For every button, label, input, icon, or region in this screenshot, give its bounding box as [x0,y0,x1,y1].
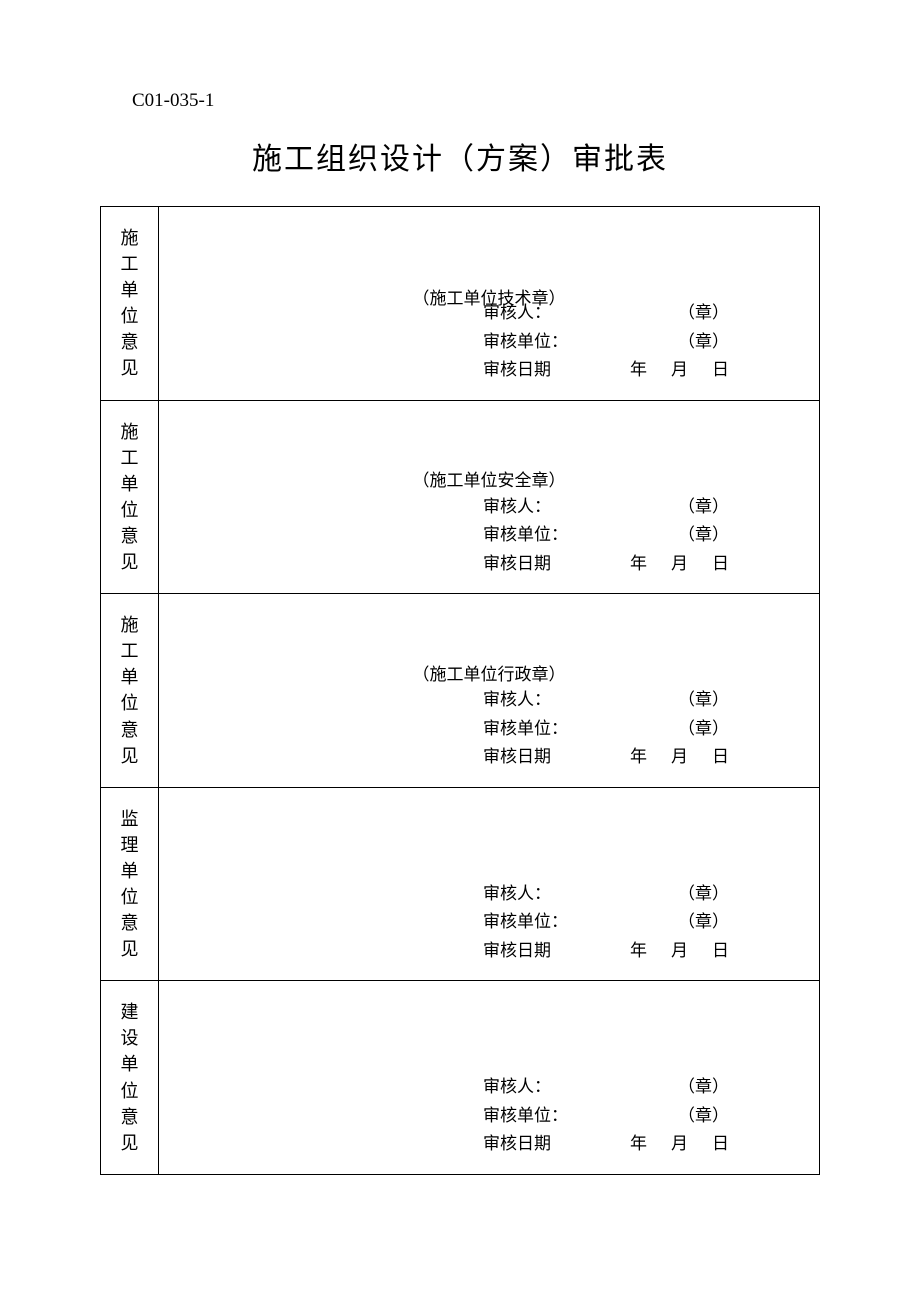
unit-row: 审核单位： （章） [189,1103,789,1129]
day-unit: 日 [712,938,729,964]
date-units: 年月日 [606,938,729,964]
reviewer-seal: （章） [678,1074,729,1100]
day-unit: 日 [712,551,729,577]
date-units: 年月日 [606,357,729,383]
date-row: 审核日期 年月日 [189,1131,789,1157]
year-unit: 年 [630,357,647,383]
table-row: 监理单位意见 审核人： （章） 审核单位： （章） 审核日期 年月日 [101,787,820,981]
day-unit: 日 [712,744,729,770]
unit-seal: （章） [678,1103,729,1129]
reviewer-label: 审核人： [483,881,551,907]
month-unit: 月 [671,938,688,964]
day-unit: 日 [712,357,729,383]
reviewer-label: 审核人： [483,300,551,326]
document-title: 施工组织设计（方案）审批表 [100,134,820,178]
day-unit: 日 [712,1131,729,1157]
stamp-note: （施工单位安全章） [189,466,789,491]
date-row: 审核日期 年月日 [189,744,789,770]
row-label-cell: 监理单位意见 [101,787,159,981]
unit-label: 审核单位： [483,1103,568,1129]
reviewer-row: 审核人： （章） [189,494,789,520]
year-unit: 年 [630,551,647,577]
reviewer-row: 审核人： （章） [189,881,789,907]
row-label-cell: 施工单位意见 [101,400,159,594]
unit-row: 审核单位： （章） [189,329,789,355]
row-content-cell: 审核人： （章） 审核单位： （章） 审核日期 年月日 [159,981,820,1175]
row-label-cell: 建设单位意见 [101,981,159,1175]
signature-block: 审核人： （章） 审核单位： （章） 审核日期 年月日 [159,494,819,580]
date-units: 年月日 [606,744,729,770]
reviewer-label: 审核人： [483,494,551,520]
stamp-note: （施工单位行政章） [189,660,789,685]
approval-form-table: 施工单位意见（施工单位技术章）审核人：（章）审核单位：（章）审核日期年月日施工单… [100,206,820,1175]
unit-label: 审核单位： [483,716,568,742]
month-unit: 月 [671,551,688,577]
table-row: 建设单位意见 审核人： （章） 审核单位： （章） 审核日期 年月日 [101,981,820,1175]
reviewer-seal: （章） [678,300,729,326]
date-units: 年月日 [606,551,729,577]
reviewer-seal: （章） [678,687,729,713]
unit-seal: （章） [678,716,729,742]
date-row: 审核日期 年月日 [189,551,789,577]
date-label: 审核日期 [483,938,551,964]
unit-seal: （章） [678,329,729,355]
reviewer-row: 审核人： （章） [189,687,789,713]
unit-label: 审核单位： [483,329,568,355]
year-unit: 年 [630,744,647,770]
date-label: 审核日期 [483,551,551,577]
year-unit: 年 [630,1131,647,1157]
date-row: 审核日期 年月日 [189,357,789,383]
date-label: 审核日期 [483,744,551,770]
month-unit: 月 [671,357,688,383]
unit-seal: （章） [678,909,729,935]
table-row: 施工单位意见（施工单位技术章）审核人：（章）审核单位：（章）审核日期年月日 [101,207,820,401]
row-content-cell: （施工单位安全章） 审核人： （章） 审核单位： （章） 审核日期 年月日 [159,400,820,594]
unit-row: 审核单位： （章） [189,716,789,742]
unit-row: 审核单位： （章） [189,522,789,548]
row-content-cell: （施工单位行政章）审核人： （章） 审核单位： （章） 审核日期 年月日 [159,594,820,788]
reviewer-row: 审核人： （章） [189,1074,789,1100]
year-unit: 年 [630,938,647,964]
row-label-cell: 施工单位意见 [101,207,159,401]
unit-label: 审核单位： [483,522,568,548]
reviewer-seal: （章） [678,881,729,907]
reviewer-label: 审核人： [483,687,551,713]
reviewer-row: 审核人： （章） [189,300,789,326]
unit-label: 审核单位： [483,909,568,935]
signature-block: 审核人： （章） 审核单位： （章） 审核日期 年月日 [159,300,819,386]
date-row: 审核日期 年月日 [189,938,789,964]
row-content-cell: （施工单位技术章）审核人：（章）审核单位：（章）审核日期年月日 [159,207,820,401]
reviewer-seal: （章） [678,494,729,520]
signature-block: 审核人： （章） 审核单位： （章） 审核日期 年月日 [159,1074,819,1160]
table-row: 施工单位意见 （施工单位安全章） 审核人： （章） 审核单位： （章） 审核日期 年月日 [101,400,820,594]
signature-block: 审核人： （章） 审核单位： （章） 审核日期 年月日 [159,881,819,967]
month-unit: 月 [671,1131,688,1157]
row-label-cell: 施工单位意见 [101,594,159,788]
date-units: 年月日 [606,1131,729,1157]
date-label: 审核日期 [483,357,551,383]
unit-seal: （章） [678,522,729,548]
month-unit: 月 [671,744,688,770]
document-code: C01-035-1 [132,90,820,112]
table-row: 施工单位意见 （施工单位行政章）审核人： （章） 审核单位： （章） 审核日期 年月日 [101,594,820,788]
signature-block: 审核人： （章） 审核单位： （章） 审核日期 年月日 [159,687,819,773]
reviewer-label: 审核人： [483,1074,551,1100]
unit-row: 审核单位： （章） [189,909,789,935]
date-label: 审核日期 [483,1131,551,1157]
row-content-cell: 审核人： （章） 审核单位： （章） 审核日期 年月日 [159,787,820,981]
